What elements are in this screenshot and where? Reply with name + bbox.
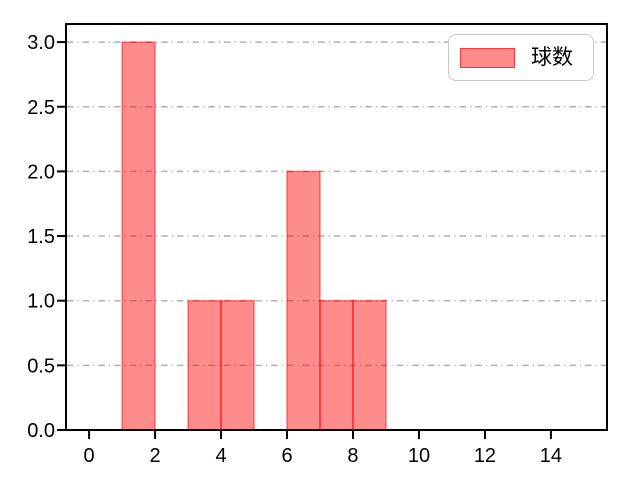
x-tick-label: 4 — [215, 445, 226, 467]
legend: 球数 — [448, 34, 594, 81]
legend-label: 球数 — [531, 46, 573, 69]
x-tick-label: 0 — [84, 445, 95, 467]
histogram-bar — [220, 299, 255, 431]
histogram-bar — [319, 299, 354, 431]
y-tick-label: 0.0 — [27, 420, 55, 442]
y-tick-label: 2.5 — [27, 97, 55, 119]
legend-swatch — [460, 47, 515, 68]
histogram-bar — [286, 170, 321, 431]
y-tick-label: 0.5 — [27, 355, 55, 377]
x-tick-label: 14 — [540, 445, 562, 467]
x-tick-label: 2 — [150, 445, 161, 467]
plot-frame — [65, 23, 608, 431]
x-tick-label: 10 — [408, 445, 430, 467]
y-tick-label: 1.5 — [27, 226, 55, 248]
x-tick-label: 6 — [281, 445, 292, 467]
histogram-bar — [121, 41, 156, 431]
y-tick-label: 1.0 — [27, 291, 55, 313]
x-tick-label: 8 — [347, 445, 358, 467]
y-tick-label: 2.0 — [27, 161, 55, 183]
histogram-bar — [352, 299, 387, 431]
x-tick-label: 12 — [474, 445, 496, 467]
histogram-bar — [187, 299, 222, 431]
y-tick-label: 3.0 — [27, 32, 55, 54]
